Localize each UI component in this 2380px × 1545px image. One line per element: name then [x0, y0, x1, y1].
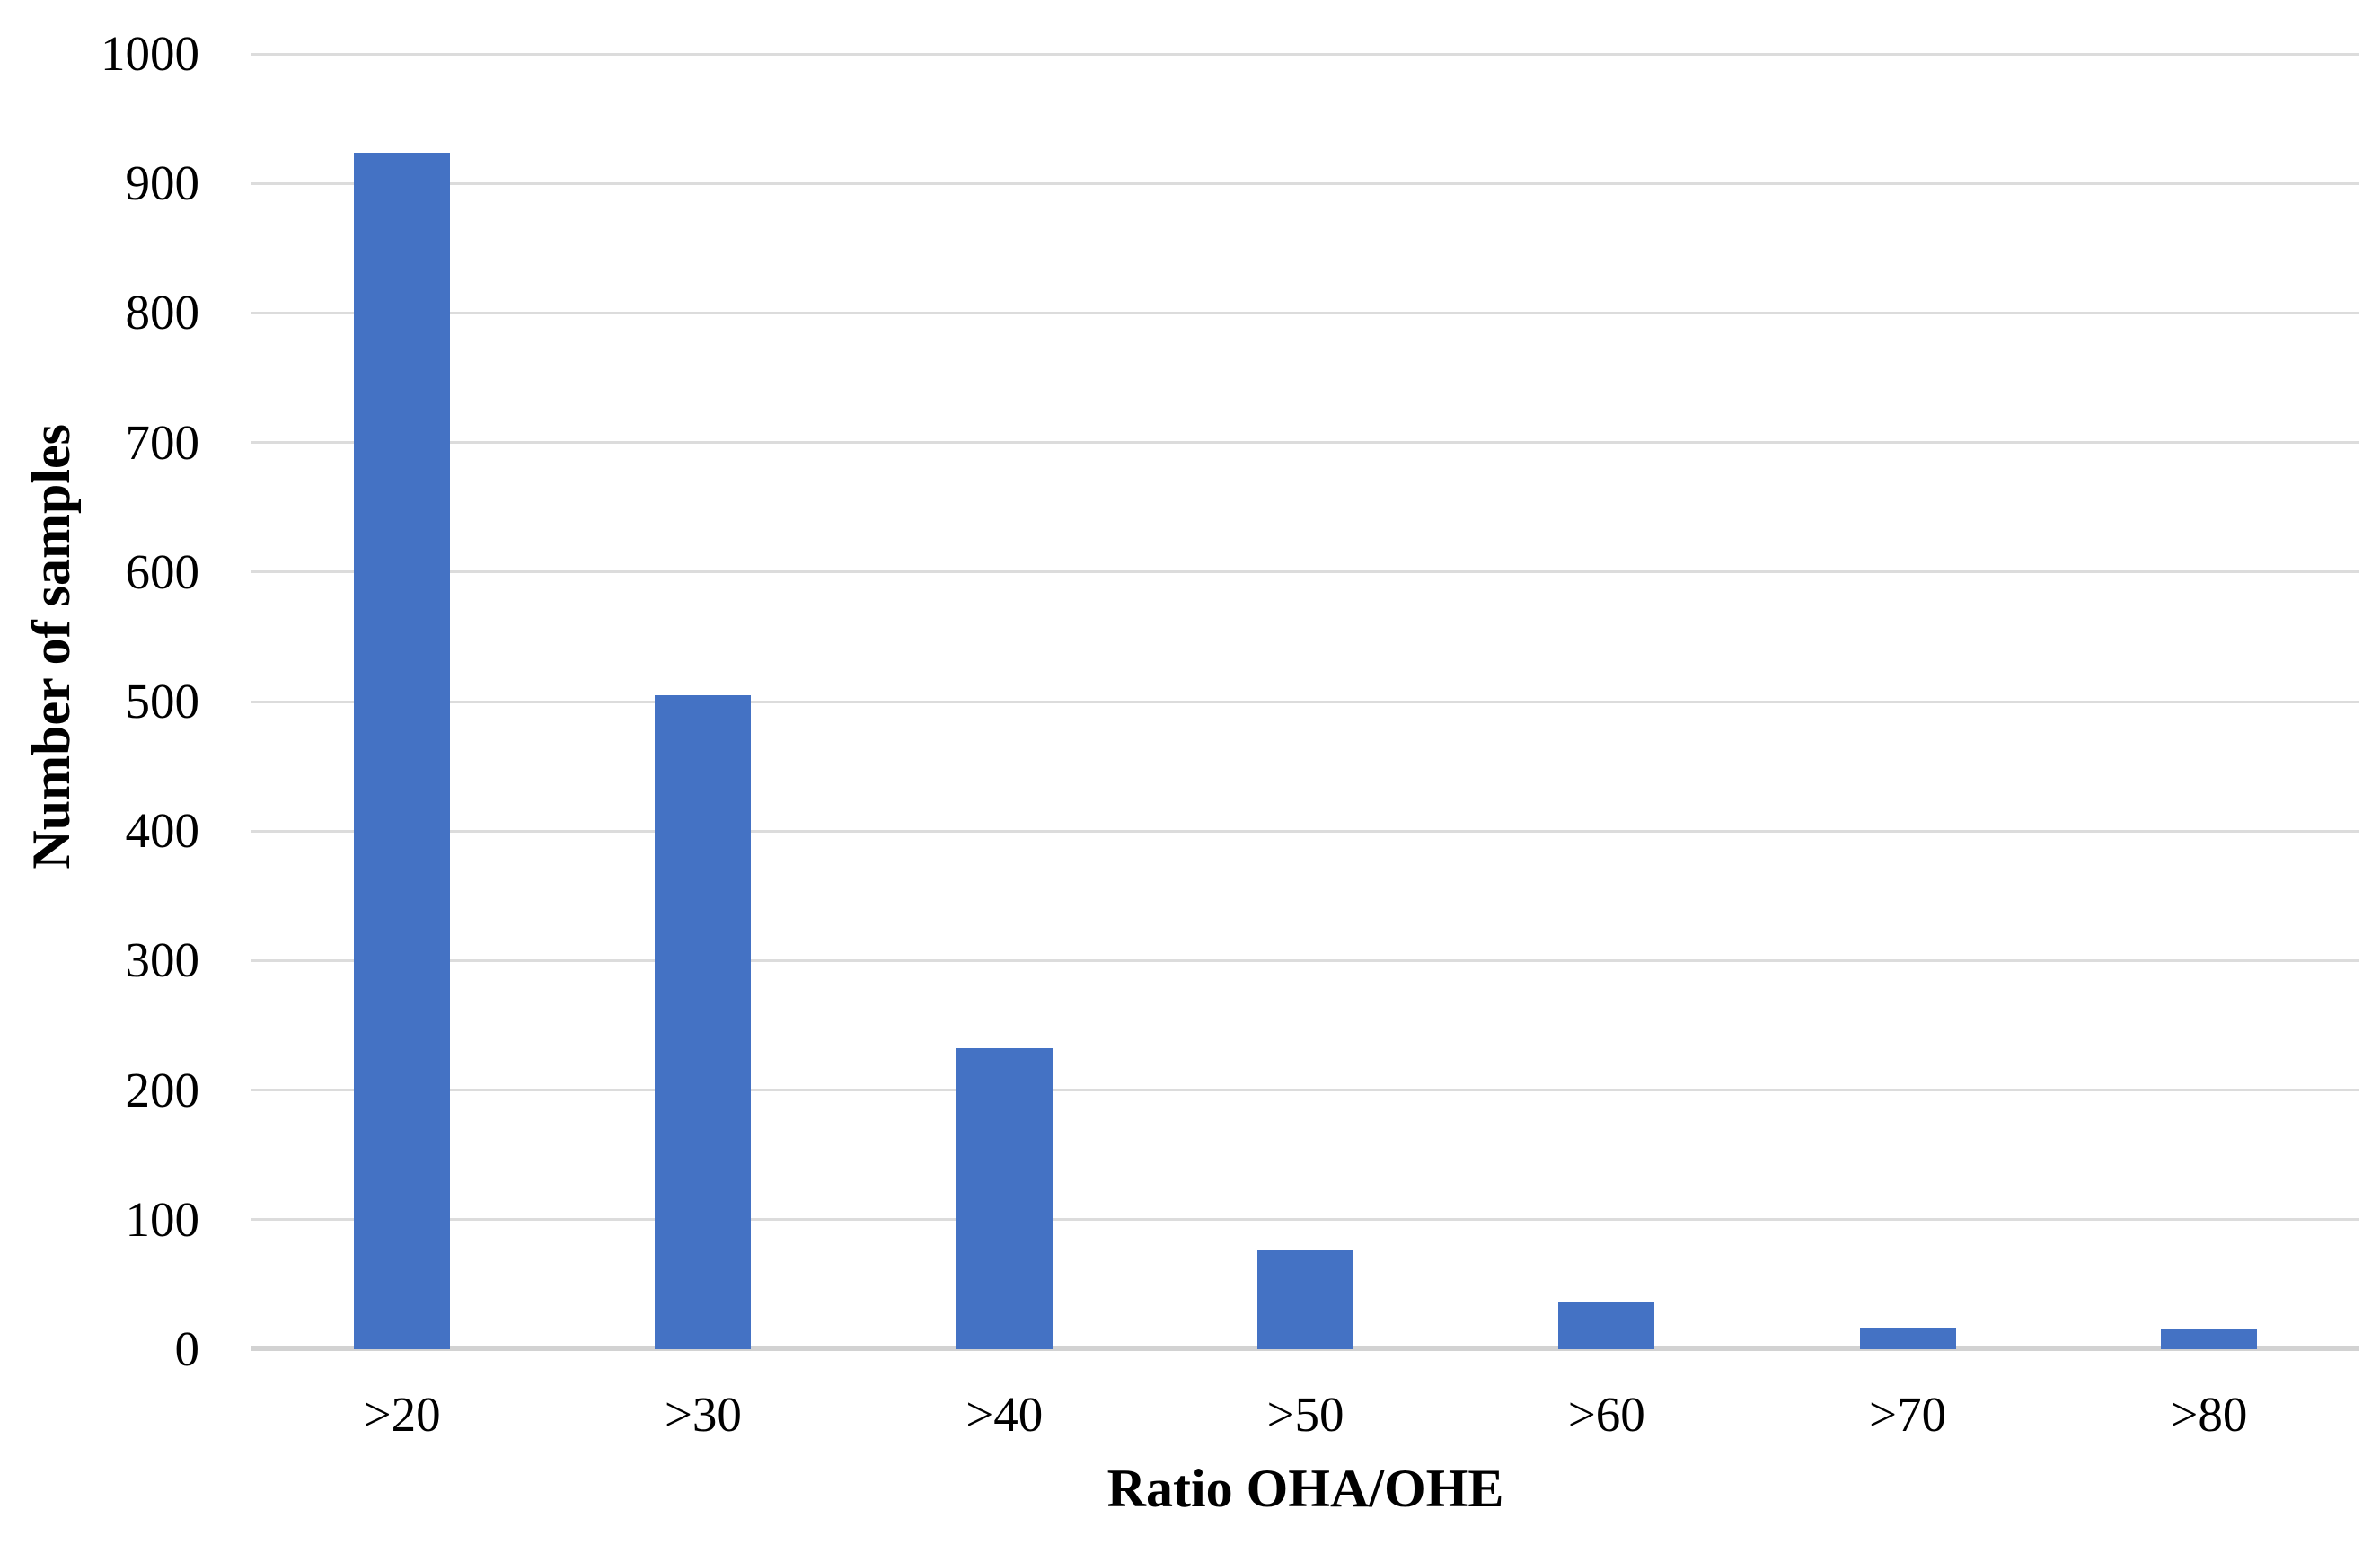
gridline [251, 52, 2359, 56]
x-tick-label: >40 [965, 1387, 1044, 1442]
y-tick-label: 1000 [101, 26, 199, 81]
bar->70 [1859, 1327, 1956, 1349]
plot-area [251, 52, 2359, 1351]
bar->60 [1558, 1301, 1655, 1349]
y-tick-label: 700 [125, 414, 200, 470]
bar->30 [655, 694, 752, 1349]
x-tick-label: >30 [664, 1387, 742, 1442]
x-tick-label: >60 [1567, 1387, 1645, 1442]
y-tick-label: 100 [125, 1191, 200, 1247]
bar->50 [1257, 1250, 1353, 1349]
y-tick-label: 400 [125, 803, 200, 859]
gridline [251, 311, 2359, 314]
x-tick-label: >50 [1266, 1387, 1344, 1442]
bar->20 [354, 152, 451, 1349]
gridline [251, 829, 2359, 833]
x-tick-label: >70 [1869, 1387, 1947, 1442]
y-axis-title: Number of samples [21, 424, 81, 870]
gridline [251, 1089, 2359, 1092]
y-tick-label: 0 [174, 1321, 200, 1376]
bar->80 [2160, 1329, 2257, 1349]
y-tick-label: 800 [125, 285, 200, 340]
y-tick-label: 300 [125, 932, 200, 988]
gridline [251, 441, 2359, 445]
gridline [251, 181, 2359, 185]
gridline [251, 700, 2359, 703]
y-tick-label: 500 [125, 674, 200, 728]
x-tick-label: >20 [363, 1387, 441, 1442]
gridline [251, 570, 2359, 574]
y-tick-label: 600 [125, 543, 200, 599]
gridline [251, 1218, 2359, 1222]
x-axis-title: Ratio OHA/OHE [1106, 1459, 1504, 1518]
x-tick-label: >80 [2170, 1387, 2248, 1442]
y-tick-label: 900 [125, 155, 200, 211]
gridline [251, 958, 2359, 962]
y-tick-label: 200 [125, 1062, 200, 1117]
bar->40 [956, 1048, 1053, 1349]
